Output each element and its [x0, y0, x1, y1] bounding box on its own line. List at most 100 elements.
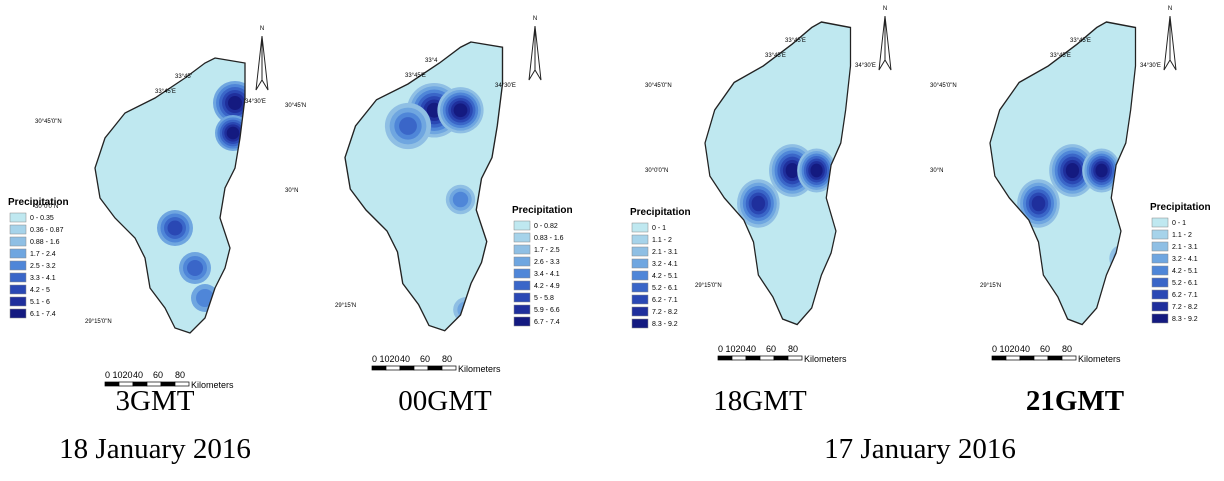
scale-label: 80: [175, 370, 185, 380]
legend-swatch: [1151, 301, 1169, 312]
legend-swatch: [9, 236, 27, 247]
coord-label: 33°45'E: [765, 53, 786, 59]
coord-label: 33°45': [175, 74, 192, 80]
legend-item: 2.1 - 3.1: [1172, 244, 1198, 251]
legend-item: 0.88 - 1.6: [30, 239, 60, 246]
legend-item: 0 - 1: [1172, 220, 1186, 227]
scale-bar: [385, 365, 401, 371]
coord-label: 30°N: [285, 188, 298, 194]
precip-zone: [167, 220, 183, 236]
legend-swatch: [1151, 313, 1169, 324]
legend-swatch: [9, 308, 27, 319]
scale-label: 60: [1040, 344, 1050, 354]
legend-title: Precipitation: [512, 205, 573, 216]
legend-item: 8.3 - 9.2: [1172, 316, 1198, 323]
legend-item: 0.83 - 1.6: [534, 235, 564, 242]
precip-zone: [997, 251, 1012, 266]
legend-item: 7.2 - 8.2: [652, 309, 678, 316]
legend-swatch: [631, 234, 649, 245]
map: [94, 57, 246, 334]
scale-label: 0 1020: [718, 344, 746, 354]
precip-zone: [712, 244, 737, 273]
scale-bar: [174, 381, 190, 387]
scale-unit: Kilometers: [1078, 354, 1121, 364]
legend-swatch: [9, 260, 27, 271]
scale-unit: Kilometers: [458, 364, 501, 374]
legend-swatch: [1151, 277, 1169, 288]
scale-bar: [759, 355, 775, 361]
precip-zone: [833, 249, 849, 268]
legend-swatch: [513, 244, 531, 255]
north-label: N: [533, 16, 537, 22]
precip-zone: [1113, 249, 1129, 268]
legend-swatch: [1151, 289, 1169, 300]
scale-bar: [1019, 355, 1035, 361]
precip-zone: [829, 245, 851, 272]
coord-label: 34°30'E: [1140, 63, 1161, 69]
scale-unit: Kilometers: [191, 380, 234, 390]
legend-swatch: [9, 284, 27, 295]
precip-zone: [715, 247, 734, 270]
precip-zone: [751, 195, 766, 212]
legend-item: 2.5 - 3.2: [30, 263, 56, 270]
scale-unit: Kilometers: [804, 354, 847, 364]
legend-item: 6.7 - 7.4: [534, 319, 560, 326]
date: 18 January 2016: [59, 433, 251, 465]
scale-bar: [1033, 355, 1049, 361]
map-outline: [704, 21, 852, 326]
scale-label: 60: [766, 344, 776, 354]
legend-swatch: [513, 304, 531, 315]
scale-label: 0 1020: [372, 354, 400, 364]
precip-zone: [1109, 245, 1133, 272]
scale-bar: [427, 365, 443, 371]
scale-label: 40: [400, 354, 410, 364]
precip-zone: [228, 96, 242, 110]
map-outline: [94, 57, 246, 334]
legend-swatch: [631, 282, 649, 293]
scale-bar: [787, 355, 803, 361]
legend-item: 5.2 - 6.1: [1172, 280, 1198, 287]
north-arrow: [878, 15, 892, 71]
legend-item: 6.2 - 7.1: [1172, 292, 1198, 299]
legend-item: 4.2 - 5.1: [1172, 268, 1198, 275]
legend-title: Precipitation: [1150, 202, 1211, 213]
legend-item: 7.2 - 8.2: [1172, 304, 1198, 311]
legend-item: 4.2 - 5.1: [652, 273, 678, 280]
coord-label: 33°45'E: [405, 73, 426, 79]
precip-zone: [785, 162, 799, 179]
caption: 3GMT: [116, 385, 195, 417]
coord-label: 33°45'E: [1050, 53, 1071, 59]
north-label: N: [883, 6, 887, 12]
coord-label: 29°15'N: [335, 303, 356, 309]
scale-bar: [441, 365, 457, 371]
legend-swatch: [631, 258, 649, 269]
legend-swatch: [1151, 229, 1169, 240]
coord-label: 34°30'E: [245, 99, 266, 105]
scale-label: 80: [1062, 344, 1072, 354]
coord-label: 33°45'E: [1070, 38, 1091, 44]
legend-swatch: [513, 256, 531, 267]
precip-zone: [399, 117, 417, 135]
legend-item: 3.3 - 4.1: [30, 275, 56, 282]
scale-label: 40: [1020, 344, 1030, 354]
north-arrow: [255, 35, 269, 91]
map-outline: [989, 21, 1137, 326]
legend-swatch: [631, 318, 649, 329]
legend-swatch: [513, 280, 531, 291]
legend-item: 3.4 - 4.1: [534, 271, 560, 278]
legend-item: 6.2 - 7.1: [652, 297, 678, 304]
map-outline: [344, 41, 504, 332]
coord-label: 33°45'E: [155, 89, 176, 95]
legend-item: 1.7 - 2.4: [30, 251, 56, 258]
coord-label: 30°N: [930, 168, 943, 174]
legend-item: 5 - 5.8: [534, 295, 554, 302]
coord-label: 34°30'E: [495, 83, 516, 89]
scale-bar: [413, 365, 429, 371]
coord-label: 30°45'0"N: [930, 83, 957, 89]
scale-bar: [399, 365, 415, 371]
north-arrow: [528, 25, 542, 81]
coord-label: 29°15'0"N: [695, 283, 722, 289]
legend-swatch: [9, 212, 27, 223]
legend-swatch: [1151, 265, 1169, 276]
